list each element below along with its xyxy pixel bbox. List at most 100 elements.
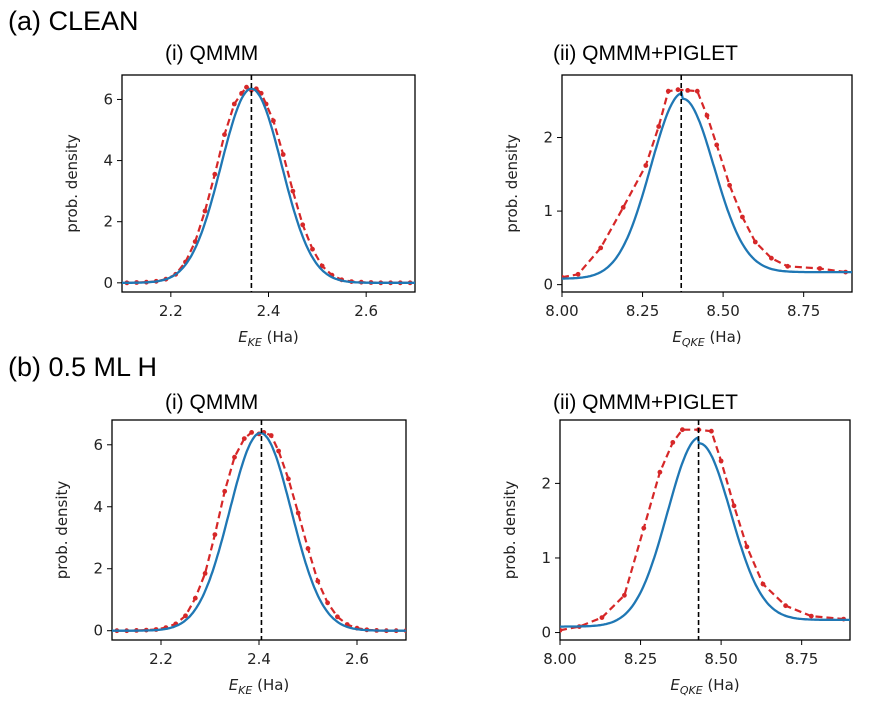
data-point (760, 581, 766, 587)
data-point (783, 603, 788, 609)
y-tick-label: 1 (543, 202, 553, 220)
x-tick-label: 2.6 (354, 302, 378, 320)
data-point (212, 532, 218, 537)
data-point (769, 255, 774, 261)
data-point (305, 546, 311, 551)
x-axis-title: EQKE (Ha) (670, 676, 739, 697)
plot-area (122, 75, 415, 292)
data-point (657, 469, 663, 475)
data-point (656, 124, 662, 129)
axes-frame (559, 419, 851, 641)
data-point (232, 454, 237, 460)
data-point (704, 113, 710, 118)
data-point (620, 205, 626, 210)
data-point (202, 571, 208, 576)
panel-b-ii-title: (ii) QMMM+PIGLET (553, 391, 738, 414)
y-tick-label: 0 (543, 276, 553, 294)
y-tick-label: 0 (103, 274, 113, 292)
data-point (244, 84, 249, 90)
data-point (202, 208, 208, 214)
data-point (268, 433, 274, 438)
data-point (249, 430, 255, 435)
y-axis-title: prob. density (53, 481, 71, 580)
x-tick-label: 8.00 (545, 302, 578, 320)
data-point (599, 615, 605, 620)
data-point (643, 163, 649, 168)
data-point (325, 600, 330, 606)
y-tick-label: 0 (93, 622, 103, 640)
data-point (335, 614, 340, 620)
y-tick-label: 6 (103, 90, 113, 108)
data-point (685, 88, 691, 93)
y-tick-label: 2 (541, 474, 551, 492)
data-point (731, 503, 737, 509)
data-point (560, 627, 563, 633)
x-tick-label: 2.6 (345, 650, 369, 668)
x-tick-label: 2.4 (247, 650, 271, 668)
panel-b-i: 2.2 2.4 2.6 0 2 4 6 EKE (Ha) prob. density (53, 419, 407, 697)
x-tick-label: 2.4 (257, 302, 281, 320)
axes-frame (561, 74, 853, 293)
data-point (315, 578, 321, 584)
series-measured-line (560, 428, 844, 632)
data-point (752, 239, 758, 245)
data-point (709, 428, 714, 434)
y-tick-label: 1 (541, 549, 551, 567)
panel-a-ii: 8.00 8.25 8.50 8.75 0 1 2 EQKE (Ha) prob. densit… (503, 74, 853, 349)
data-point (222, 488, 228, 494)
y-axis-title: prob. density (503, 134, 521, 233)
data-point (286, 476, 291, 482)
y-tick-label: 0 (541, 624, 551, 642)
panel-a-ii-title: (ii) QMMM+PIGLET (553, 42, 738, 65)
plot-area (562, 75, 852, 292)
axes-frame (121, 74, 416, 293)
y-tick-label: 2 (93, 560, 103, 578)
series-fit-line (112, 431, 406, 632)
data-point (694, 88, 700, 94)
series-fit-line (562, 91, 852, 280)
series-fit-line (122, 87, 415, 284)
data-point (641, 525, 647, 531)
data-point (222, 132, 227, 138)
plot-area (112, 420, 406, 640)
data-point (290, 188, 296, 194)
data-point (598, 245, 604, 251)
y-axis-title: prob. density (63, 134, 81, 233)
x-tick-label: 2.2 (159, 302, 183, 320)
data-point (622, 592, 627, 598)
data-point (714, 142, 720, 148)
x-tick-label: 8.00 (543, 650, 576, 668)
x-axis-title: EKE (Ha) (229, 676, 290, 697)
data-point (665, 88, 671, 94)
x-tick-label: 2.2 (149, 650, 173, 668)
data-point (231, 101, 237, 107)
section-b-label: (b) 0.5 ML H (8, 352, 158, 382)
series-measured-line (562, 88, 846, 279)
panel-b-i-title: (i) QMMM (165, 391, 259, 414)
data-point (680, 427, 685, 433)
y-tick-label: 4 (103, 152, 113, 170)
data-point (241, 436, 247, 441)
x-tick-label: 8.50 (706, 302, 739, 320)
x-tick-label: 8.75 (785, 650, 818, 668)
y-axis-title: prob. density (501, 481, 519, 580)
data-point (808, 613, 814, 619)
data-point (183, 613, 188, 619)
data-point (319, 263, 325, 269)
data-point (575, 271, 581, 277)
x-tick-label: 8.25 (624, 650, 657, 668)
data-point (817, 266, 823, 271)
x-tick-label: 8.75 (787, 302, 820, 320)
panel-a-i: 2.2 2.4 2.6 0 2 4 6 EKE (Ha) prob. density (63, 74, 416, 349)
data-point (310, 246, 315, 252)
x-tick-label: 8.50 (704, 650, 737, 668)
data-point (276, 448, 281, 454)
data-point (192, 595, 198, 601)
data-point (300, 222, 306, 228)
data-point (675, 87, 681, 93)
y-tick-label: 2 (543, 129, 553, 147)
data-point (718, 458, 724, 464)
panel-a-i-title: (i) QMMM (165, 42, 259, 65)
plot-area (560, 420, 850, 640)
